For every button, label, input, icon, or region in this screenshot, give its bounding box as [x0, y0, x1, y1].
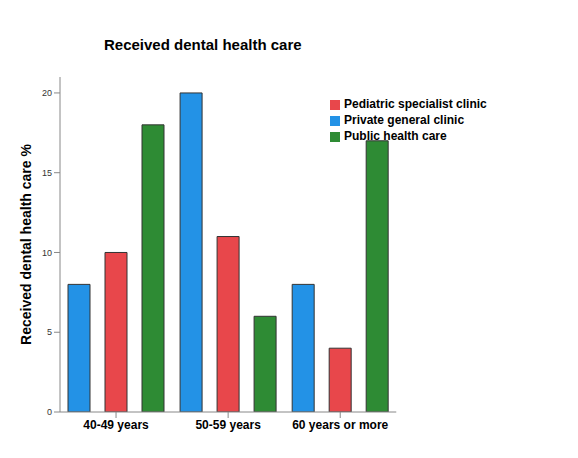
html-text:Pediatric specialist clinic: Pediatric specialist clinic	[344, 97, 487, 111]
html-text:Private general clinic: Private general clinic	[344, 113, 465, 127]
svg-text:0: 0	[47, 407, 52, 417]
svg-text:Received dental health care %: Received dental health care %	[18, 144, 34, 345]
svg-text:5: 5	[47, 327, 52, 337]
svg-text:60 years or more: 60 years or more	[292, 418, 388, 432]
svg-text:15: 15	[42, 168, 52, 178]
html-text:Public health care: Public health care	[344, 129, 447, 143]
html-text:Received dental health care: Received dental health care	[104, 36, 302, 53]
svg-text:50-59 years: 50-59 years	[195, 418, 261, 432]
svg-text:40-49 years: 40-49 years	[83, 418, 149, 432]
svg-text:10: 10	[42, 248, 52, 258]
svg-text:20: 20	[42, 88, 52, 98]
